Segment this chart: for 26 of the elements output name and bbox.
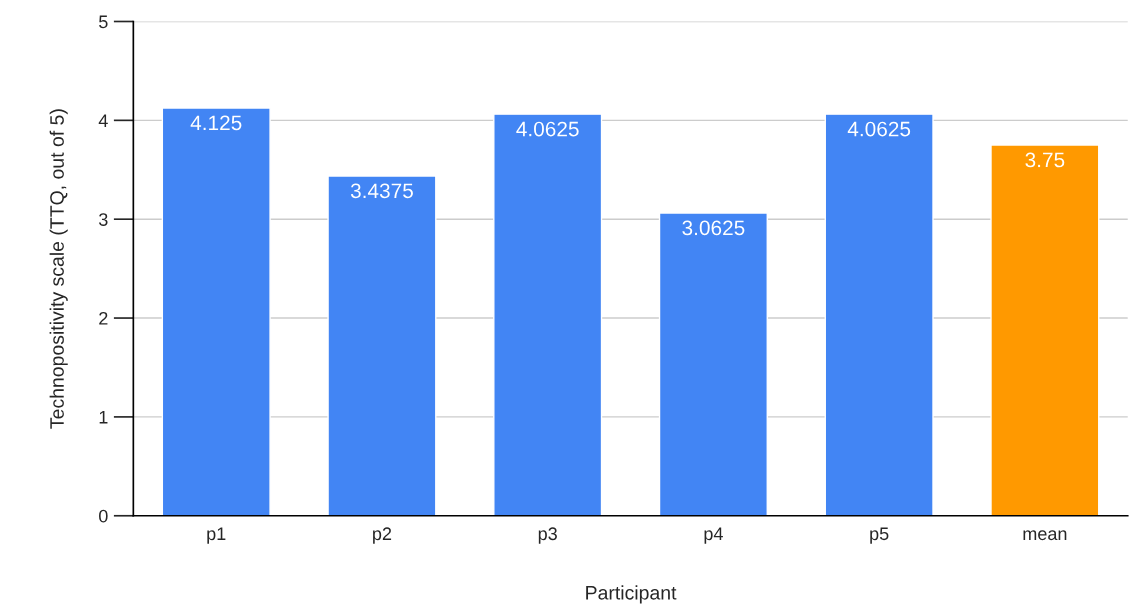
data-label: 4.0625 (847, 121, 911, 137)
x-tick-label: p3 (538, 527, 557, 544)
bar (327, 175, 437, 516)
y-tick-label: 5 (99, 15, 108, 29)
data-label: 4.0625 (516, 121, 579, 137)
y-axis-title: Technopositivity scale (TTQ, out of 5) (49, 109, 68, 429)
x-tick-label: mean (1023, 530, 1067, 541)
y-tick-label: 3 (98, 213, 108, 226)
bar (990, 144, 1100, 516)
x-tick-label: p2 (373, 527, 392, 544)
y-tick-label: 4 (98, 114, 108, 127)
y-tick-label: 2 (99, 311, 108, 325)
x-tick-label: p5 (870, 527, 889, 544)
x-tick-label: p1 (207, 527, 226, 544)
x-axis-title: Participant (586, 585, 677, 604)
data-label: 3.4375 (350, 183, 413, 199)
bar (493, 113, 603, 516)
x-tick-label: p4 (704, 527, 723, 544)
y-tick-label: 1 (99, 411, 108, 424)
data-label: 3.75 (1025, 152, 1065, 168)
data-label: 3.0625 (682, 220, 745, 236)
data-label: 4.125 (190, 115, 242, 131)
y-tick-label: 0 (99, 509, 108, 523)
bar (824, 113, 934, 516)
bar (161, 107, 271, 516)
bar (658, 212, 768, 516)
